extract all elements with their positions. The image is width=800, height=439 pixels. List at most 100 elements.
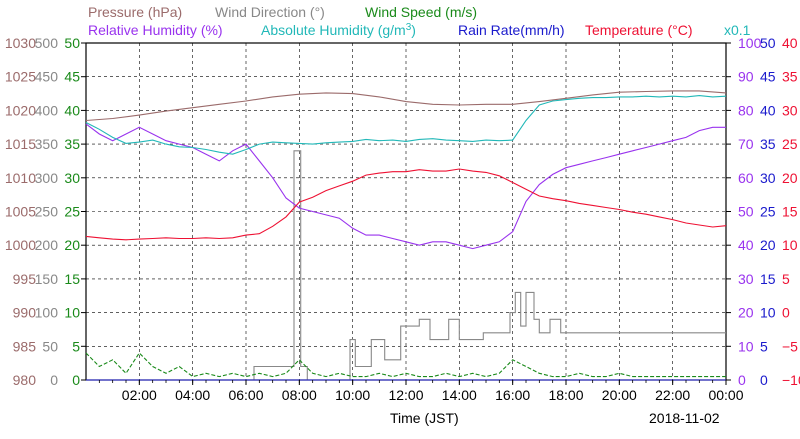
x-tick-label: 08:00: [282, 387, 317, 403]
y-tick-label: 70: [738, 136, 754, 152]
y-tick-label: 5: [760, 338, 768, 354]
y-tick-label: 90: [738, 69, 754, 85]
y-tick-label: 40: [64, 102, 80, 118]
series-line: [85, 95, 727, 155]
legend-pressure: Pressure (hPa): [88, 4, 182, 20]
y-tick-label: 980: [13, 372, 37, 388]
y-tick-label: 10: [760, 305, 776, 321]
y-tick-label: 15: [782, 204, 798, 220]
y-tick-label: 5: [782, 271, 790, 287]
y-axes: 1030102510201015101010051000995990985980…: [5, 35, 800, 388]
x-axis: 02:00 04:00 06:00 08:00 10:00 12:00 14:00 16:00…: [98, 380, 744, 403]
y-tick-label: 40: [782, 35, 798, 51]
series-line: [85, 90, 727, 122]
y-tick-label: 15: [760, 271, 776, 287]
y-tick-label: 60: [738, 170, 754, 186]
y-tick-label: 100: [738, 35, 762, 51]
y-tick-label: 1000: [5, 237, 36, 253]
y-tick-label: 0: [782, 305, 790, 321]
y-tick-label: 350: [35, 136, 59, 152]
x-tick-label: 16:00: [495, 387, 530, 403]
y-tick-label: 1025: [5, 69, 36, 85]
y-tick-label: 30: [760, 170, 776, 186]
y-tick-label: 0: [738, 372, 746, 388]
series-line: [86, 150, 726, 381]
y-tick-label: 20: [760, 237, 776, 253]
y-tick-label: 15: [64, 271, 80, 287]
y-tick-label: 200: [35, 237, 59, 253]
x-axis-label: Time (JST): [390, 410, 459, 426]
chart-date: 2018-11-02: [649, 410, 720, 426]
y-tick-label: 50: [760, 35, 776, 51]
y-tick-label: 500: [35, 35, 59, 51]
y-tick-label: 150: [35, 271, 59, 287]
y-tick-label: 1015: [5, 136, 36, 152]
legend-absolute-humidity-sup: 3: [406, 22, 412, 33]
y-tick-label: 40: [760, 102, 776, 118]
x01-label: x0.1: [724, 22, 751, 38]
y-tick-label: 0: [50, 372, 58, 388]
x-tick-label: 06:00: [228, 387, 263, 403]
y-tick-label: 1030: [5, 35, 36, 51]
y-tick-label: 50: [738, 204, 754, 220]
y-tick-label: 20: [64, 237, 80, 253]
y-tick-label: 50: [64, 35, 80, 51]
legend-absolute-humidity-tail: ): [411, 22, 416, 38]
y-tick-label: 50: [42, 338, 58, 354]
x-tick-label: 00:00: [708, 387, 743, 403]
y-tick-label: 0: [760, 372, 768, 388]
x-tick-label: 02:00: [122, 387, 157, 403]
series-line: [85, 352, 726, 378]
y-tick-label: 35: [782, 69, 798, 85]
legend-temperature: Temperature (°C): [585, 22, 693, 38]
legend-absolute-humidity-text: Absolute Humidity (g/m: [261, 22, 406, 38]
y-tick-label: 20: [782, 170, 798, 186]
y-tick-label: −5: [782, 338, 798, 354]
y-tick-label: 995: [13, 271, 37, 287]
y-tick-label: 1005: [5, 204, 36, 220]
y-tick-label: 400: [35, 102, 59, 118]
y-tick-label: −10: [782, 372, 800, 388]
x-tick-label: 04:00: [175, 387, 210, 403]
grid: [86, 43, 726, 380]
legend-wind-direction: Wind Direction (°): [215, 4, 325, 20]
x-tick-label: 14:00: [442, 387, 477, 403]
x-tick-label: 10:00: [335, 387, 370, 403]
y-tick-label: 35: [64, 136, 80, 152]
y-tick-label: 25: [760, 204, 776, 220]
legend-wind-speed: Wind Speed (m/s): [365, 4, 477, 20]
y-tick-label: 20: [738, 305, 754, 321]
y-tick-label: 1020: [5, 102, 36, 118]
y-tick-label: 45: [64, 69, 80, 85]
y-tick-label: 5: [72, 338, 80, 354]
y-tick-label: 450: [35, 69, 59, 85]
y-tick-label: 40: [738, 237, 754, 253]
y-tick-label: 100: [35, 305, 59, 321]
y-tick-label: 30: [738, 271, 754, 287]
y-tick-label: 10: [782, 237, 798, 253]
y-tick-label: 25: [782, 136, 798, 152]
y-tick-label: 1010: [5, 170, 36, 186]
y-tick-label: 10: [64, 305, 80, 321]
y-tick-label: 250: [35, 204, 59, 220]
x-tick-label: 20:00: [602, 387, 637, 403]
y-tick-label: 10: [738, 338, 754, 354]
y-tick-label: 45: [760, 69, 776, 85]
legend-absolute-humidity: Absolute Humidity (g/m3): [261, 22, 416, 38]
y-tick-label: 80: [738, 102, 754, 118]
x-tick-label: 22:00: [655, 387, 690, 403]
y-tick-label: 985: [13, 338, 37, 354]
y-tick-label: 990: [13, 305, 37, 321]
x-tick-label: 18:00: [548, 387, 583, 403]
y-tick-label: 30: [64, 170, 80, 186]
y-tick-label: 25: [64, 204, 80, 220]
legend-relative-humidity: Relative Humidity (%): [88, 22, 223, 38]
x-tick-label: 12:00: [388, 387, 423, 403]
y-tick-label: 30: [782, 102, 798, 118]
legend: Pressure (hPa) Wind Direction (°) Wind S…: [88, 4, 751, 38]
series-line: [85, 168, 727, 241]
legend-rain-rate: Rain Rate(mm/h): [458, 22, 565, 38]
y-tick-label: 300: [35, 170, 59, 186]
